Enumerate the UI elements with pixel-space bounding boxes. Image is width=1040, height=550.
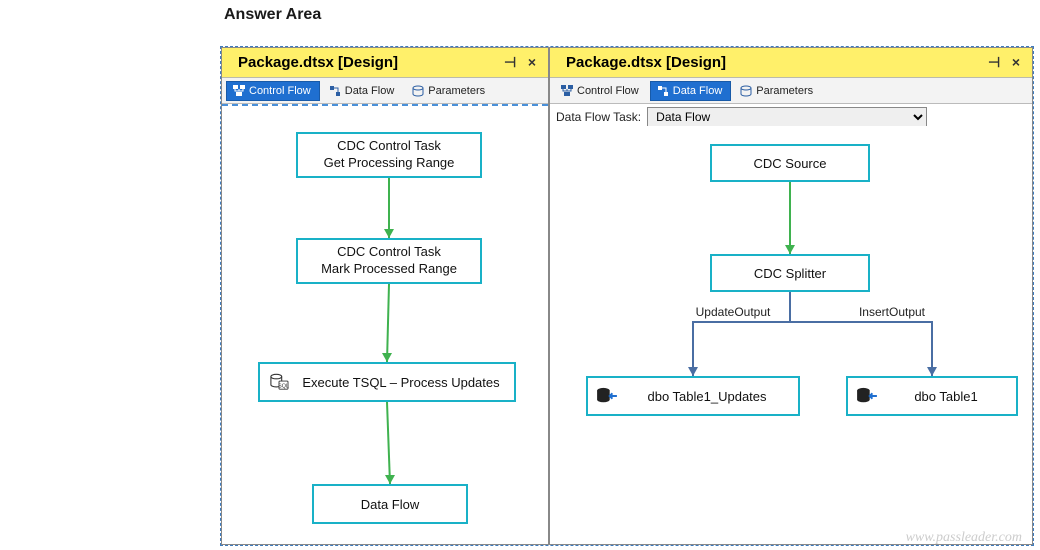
left-tab-title: Package.dtsx [Design]: [238, 54, 398, 71]
task-box[interactable]: dbo Table1_Updates: [586, 376, 800, 416]
dataflow-task-label: Data Flow Task:: [556, 110, 641, 124]
task-box[interactable]: dbo Table1: [846, 376, 1018, 416]
toolbar-btn-label: Parameters: [428, 85, 485, 97]
toolbar-btn-label: Control Flow: [577, 85, 639, 97]
flow-arrow: InsertOutput: [550, 126, 1032, 544]
arrow-label: UpdateOutput: [696, 305, 771, 319]
toolbar-btn-control-flow[interactable]: Control Flow: [554, 81, 648, 101]
task-label-line1: CDC Control Task: [337, 244, 441, 261]
toolbar-btn-label: Parameters: [756, 85, 813, 97]
close-icon[interactable]: ×: [528, 54, 536, 70]
left-tab-controls: ⊣ ×: [504, 54, 536, 71]
svg-text:SQL: SQL: [278, 383, 289, 389]
task-label: Data Flow: [322, 497, 458, 512]
control-flow-icon: [233, 85, 245, 97]
task-box[interactable]: CDC Source: [710, 144, 870, 182]
database-icon: [596, 387, 618, 405]
task-box[interactable]: Data Flow: [312, 484, 468, 524]
control-flow-icon: [561, 85, 573, 97]
right-panel: Package.dtsx [Design] ⊣ × Control Flow Da…: [549, 47, 1033, 545]
task-label-line2: Mark Processed Range: [321, 261, 457, 278]
parameters-icon: [740, 85, 752, 97]
toolbar-btn-parameters[interactable]: Parameters: [405, 81, 494, 101]
right-canvas: CDC Source CDC Splitter dbo Table1_Updates…: [550, 126, 1032, 544]
parameters-icon: [412, 85, 424, 97]
page-title: Answer Area: [224, 6, 321, 24]
task-label-line2: Get Processing Range: [324, 155, 455, 172]
task-box[interactable]: CDC Splitter: [710, 254, 870, 292]
right-tab-header: Package.dtsx [Design] ⊣ ×: [550, 48, 1032, 78]
toolbar-btn-label: Data Flow: [673, 85, 723, 97]
right-tab-controls: ⊣ ×: [988, 54, 1020, 71]
watermark-text: www.passleader.com: [906, 530, 1022, 546]
close-icon[interactable]: ×: [1012, 54, 1020, 70]
left-tab-header: Package.dtsx [Design] ⊣ ×: [222, 48, 548, 78]
task-label: CDC Splitter: [720, 266, 860, 281]
task-label: dbo Table1: [884, 389, 1008, 404]
task-box[interactable]: CDC Control TaskGet Processing Range: [296, 132, 482, 178]
task-label: CDC Source: [720, 156, 860, 171]
task-label-line1: CDC Control Task: [337, 138, 441, 155]
toolbar-btn-label: Control Flow: [249, 85, 311, 97]
toolbar-btn-label: Data Flow: [345, 85, 395, 97]
data-flow-icon: [329, 85, 341, 97]
toolbar-btn-data-flow[interactable]: Data Flow: [650, 81, 732, 101]
arrow-label: InsertOutput: [859, 305, 926, 319]
right-tab-title: Package.dtsx [Design]: [566, 54, 726, 71]
pin-icon[interactable]: ⊣: [504, 54, 516, 70]
dataflow-task-select[interactable]: Data Flow: [647, 107, 927, 127]
panels-container: Package.dtsx [Design] ⊣ × Control Flow Da…: [220, 46, 1034, 546]
flow-arrow: [550, 126, 1032, 544]
left-panel: Package.dtsx [Design] ⊣ × Control Flow Da…: [221, 47, 549, 545]
task-label: Execute TSQL – Process Updates: [296, 375, 506, 390]
flow-arrow: UpdateOutput: [550, 126, 1032, 544]
task-box[interactable]: CDC Control TaskMark Processed Range: [296, 238, 482, 284]
toolbar-btn-data-flow[interactable]: Data Flow: [322, 81, 404, 101]
left-canvas: CDC Control TaskGet Processing RangeCDC …: [222, 104, 548, 544]
toolbar-btn-control-flow[interactable]: Control Flow: [226, 81, 320, 101]
task-box[interactable]: SQL Execute TSQL – Process Updates: [258, 362, 516, 402]
database-icon: [856, 387, 878, 405]
data-flow-icon: [657, 85, 669, 97]
left-toolbar: Control Flow Data Flow Parameters: [222, 78, 548, 104]
right-toolbar: Control Flow Data Flow Parameters: [550, 78, 1032, 104]
pin-icon[interactable]: ⊣: [988, 54, 1000, 70]
task-label: dbo Table1_Updates: [624, 389, 790, 404]
toolbar-btn-parameters[interactable]: Parameters: [733, 81, 822, 101]
execute-sql-icon: SQL: [268, 373, 290, 391]
